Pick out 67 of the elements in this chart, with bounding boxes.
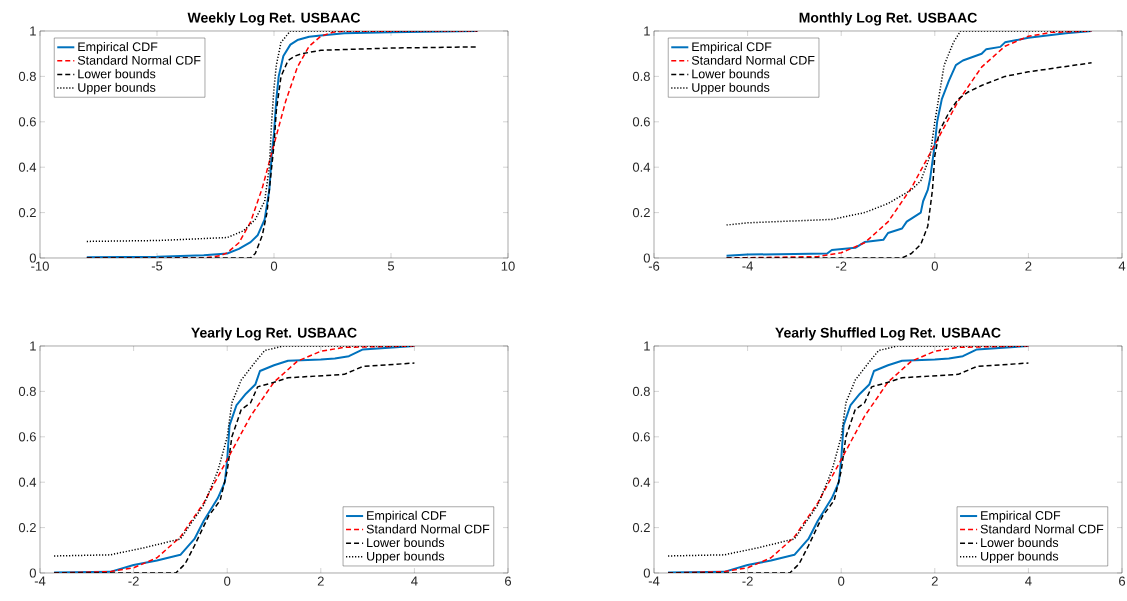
y-tick-label: 0.2 <box>632 207 650 218</box>
x-tick-label: 2 <box>931 576 938 586</box>
x-tick-label: -2 <box>128 576 139 586</box>
legend-label: Standard Normal CDF <box>980 524 1104 534</box>
x-tick-label: 0 <box>224 576 231 586</box>
x-tick-label: -2 <box>742 576 753 586</box>
y-tick-label: 0.2 <box>18 207 36 218</box>
x-tick-label: -10 <box>31 261 49 271</box>
x-tick-label: 5 <box>387 261 395 271</box>
legend-label: Upper bounds <box>78 82 156 95</box>
legend-label: Standard Normal CDF <box>77 55 201 65</box>
chart-title: Yearly Shuffled Log Ret. USBAAC <box>775 327 1001 341</box>
x-tick-label: 2 <box>1025 261 1032 271</box>
y-tick-label: 0.2 <box>632 522 650 533</box>
legend-label: Upper bounds <box>367 551 445 564</box>
y-tick-label: 0.2 <box>18 522 36 533</box>
chart-title: Weekly Log Ret. USBAAC <box>187 12 361 26</box>
y-tick-label: 0.8 <box>18 71 36 81</box>
y-tick-label: 0.4 <box>632 477 651 487</box>
y-tick-label: 0 <box>29 568 36 578</box>
legend-label: Empirical CDF <box>692 42 772 54</box>
x-tick-label: -4 <box>742 261 754 271</box>
y-tick-label: 0 <box>29 253 36 263</box>
legend-label: Upper bounds <box>981 551 1059 564</box>
legend-label: Lower bounds <box>78 69 156 79</box>
y-tick-label: 1 <box>644 26 650 36</box>
y-tick-label: 0.6 <box>18 117 36 127</box>
y-tick-label: 1 <box>644 341 650 351</box>
x-tick-label: -6 <box>648 261 660 271</box>
legend-label: Empirical CDF <box>78 42 158 54</box>
legend-label: Lower bounds <box>367 537 445 548</box>
chart-title: Yearly Log Ret. USBAAC <box>191 327 357 341</box>
legend-label: Empirical CDF <box>367 510 447 523</box>
y-tick-label: 0.4 <box>18 162 37 172</box>
legend-label: Upper bounds <box>692 82 770 95</box>
x-tick-label: 10 <box>501 261 515 271</box>
y-tick-label: 0.4 <box>632 162 651 172</box>
legend-label: Lower bounds <box>692 69 770 79</box>
legend-label: Standard Normal CDF <box>366 524 490 534</box>
x-tick-label: -5 <box>151 261 163 271</box>
x-tick-label: 4 <box>1118 261 1126 271</box>
y-tick-label: 0.4 <box>18 477 37 487</box>
chart-title: Monthly Log Ret. USBAAC <box>799 12 977 26</box>
legend-label: Empirical CDF <box>981 510 1061 523</box>
y-tick-label: 1 <box>30 26 36 36</box>
x-tick-label: 0 <box>931 261 938 271</box>
legend-label: Lower bounds <box>981 537 1059 548</box>
y-tick-label: 0.6 <box>632 117 650 127</box>
y-tick-label: 0 <box>643 568 650 578</box>
x-tick-label: -4 <box>34 576 46 586</box>
y-tick-label: 1 <box>30 341 36 351</box>
legend-label: Standard Normal CDF <box>691 55 815 65</box>
x-tick-label: 4 <box>411 576 418 586</box>
x-tick-label: 2 <box>317 576 324 586</box>
x-tick-label: -2 <box>836 261 847 271</box>
x-tick-label: 0 <box>838 576 845 586</box>
x-tick-label: 4 <box>1025 576 1032 586</box>
x-tick-label: -4 <box>648 576 660 586</box>
y-tick-label: 0.8 <box>18 386 36 396</box>
y-tick-label: 0.8 <box>632 71 650 81</box>
y-tick-label: 0.8 <box>632 386 650 396</box>
x-tick-label: 6 <box>1119 576 1126 586</box>
y-tick-label: 0.6 <box>18 432 36 442</box>
x-tick-label: 0 <box>270 261 278 271</box>
y-tick-label: 0 <box>643 253 650 263</box>
y-tick-label: 0.6 <box>632 432 650 442</box>
x-tick-label: 6 <box>505 576 512 586</box>
